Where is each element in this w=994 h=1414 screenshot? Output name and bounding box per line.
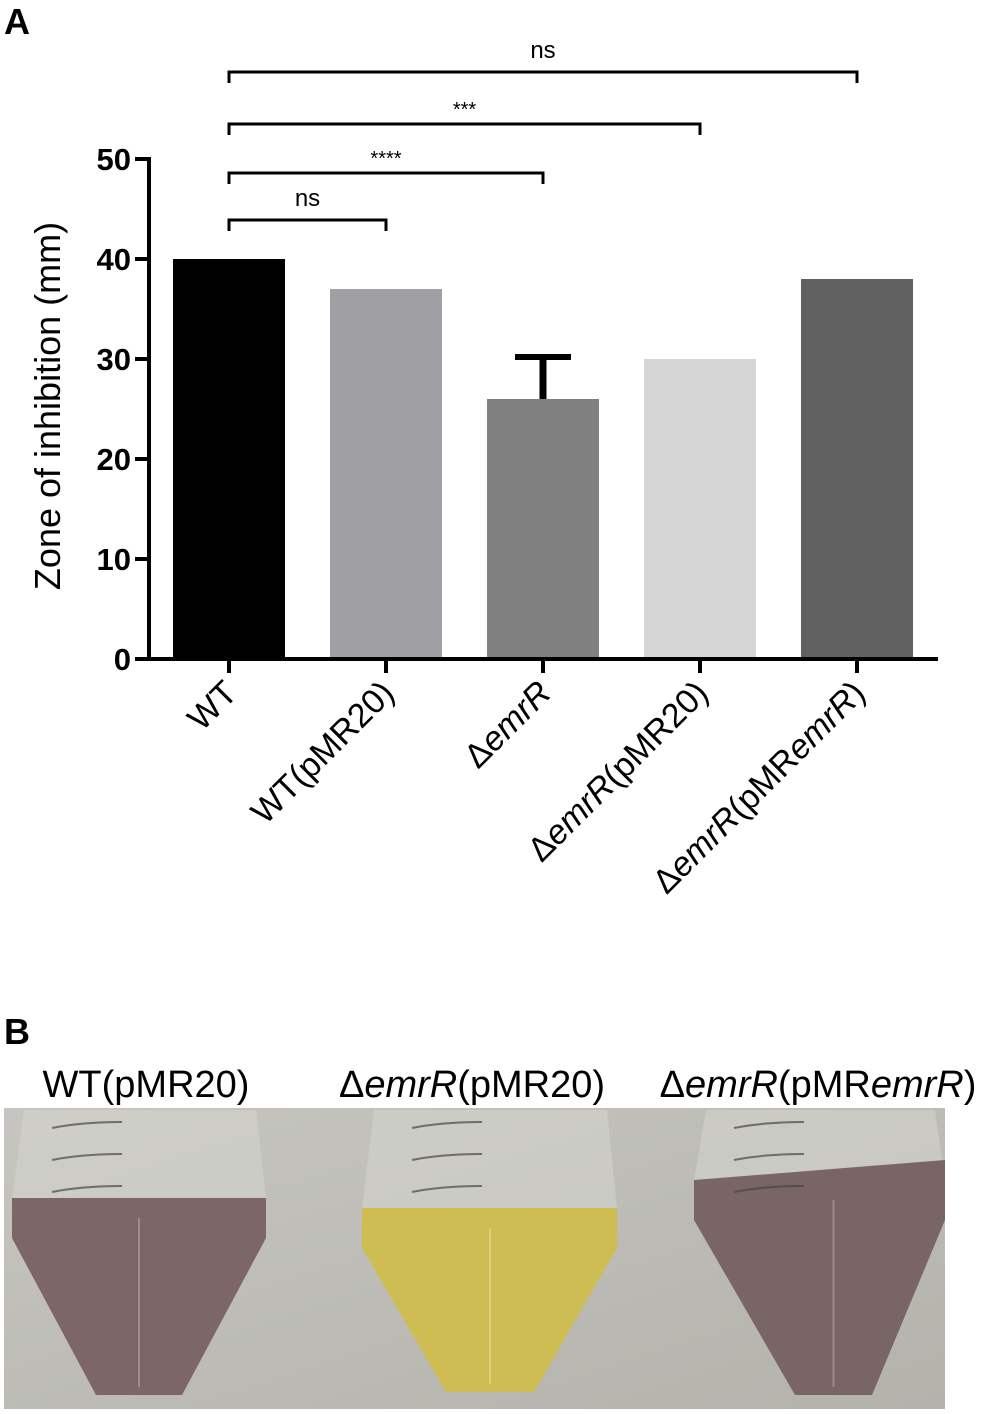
tube-liquid-2	[694, 1160, 945, 1395]
tube-liquid-0	[12, 1198, 266, 1395]
tube-mark-0-2	[51, 1185, 123, 1193]
tube-mark-1-2	[411, 1185, 483, 1193]
tube-mark-2-2	[733, 1185, 805, 1193]
y-axis-label: Zone of inhibition (mm)	[27, 222, 68, 590]
bar-2	[487, 399, 599, 659]
x-tick-label-1: WT(pMR20)	[244, 674, 402, 832]
tube-label-2: ΔemrR(pMRemrR)	[660, 1064, 977, 1106]
bar-1	[330, 289, 442, 659]
tube-mark-1-1	[411, 1153, 483, 1161]
tube-mark-2-0	[733, 1121, 805, 1129]
panel-b-letter: B	[4, 1011, 30, 1052]
y-tick-label-5: 50	[97, 142, 131, 177]
bar-0	[173, 259, 285, 659]
y-tick-label-4: 40	[97, 242, 131, 277]
significance-label-3: ns	[530, 37, 555, 64]
tube-mark-0-0	[51, 1121, 123, 1129]
significance-label-0: ns	[295, 185, 320, 212]
tube-mark-0-1	[51, 1153, 123, 1161]
tube-glass-0	[12, 1110, 266, 1198]
bar-chart: 0 10 20 30 40 50 Zone of inhibition (mm) WT WT(p…	[27, 37, 938, 901]
y-tick-label-2: 20	[97, 442, 131, 477]
tube-label-1: ΔemrR(pMR20)	[339, 1064, 605, 1106]
bar-3	[644, 359, 756, 659]
significance-label-1: ****	[370, 148, 401, 170]
y-tick-label-0: 0	[114, 642, 131, 677]
x-tick-label-0: WT	[180, 674, 244, 738]
significance-bracket-0	[227, 218, 388, 231]
significance-bracket-2	[227, 122, 702, 135]
significance-bracket-1	[227, 171, 545, 184]
tube-glass-1	[362, 1110, 617, 1208]
bar-4	[801, 279, 913, 659]
tube-photo	[4, 1108, 945, 1409]
tube-mark-1-0	[411, 1121, 483, 1129]
significance-bracket-3	[227, 70, 859, 83]
tube-label-0: WT(pMR20)	[43, 1064, 250, 1106]
tube-glass-2	[694, 1110, 945, 1180]
y-tick-label-1: 10	[97, 542, 131, 577]
panel-a-letter: A	[4, 1, 30, 42]
tube-labels: WT(pMR20) ΔemrR(pMR20) ΔemrR(pMRemrR)	[43, 1064, 977, 1106]
tube-mark-2-1	[733, 1153, 805, 1161]
y-tick-label-3: 30	[97, 342, 131, 377]
significance-label-2: ***	[453, 99, 477, 121]
x-tick-label-2: ΔemrR	[457, 674, 559, 776]
tube-liquid-1	[362, 1208, 617, 1392]
